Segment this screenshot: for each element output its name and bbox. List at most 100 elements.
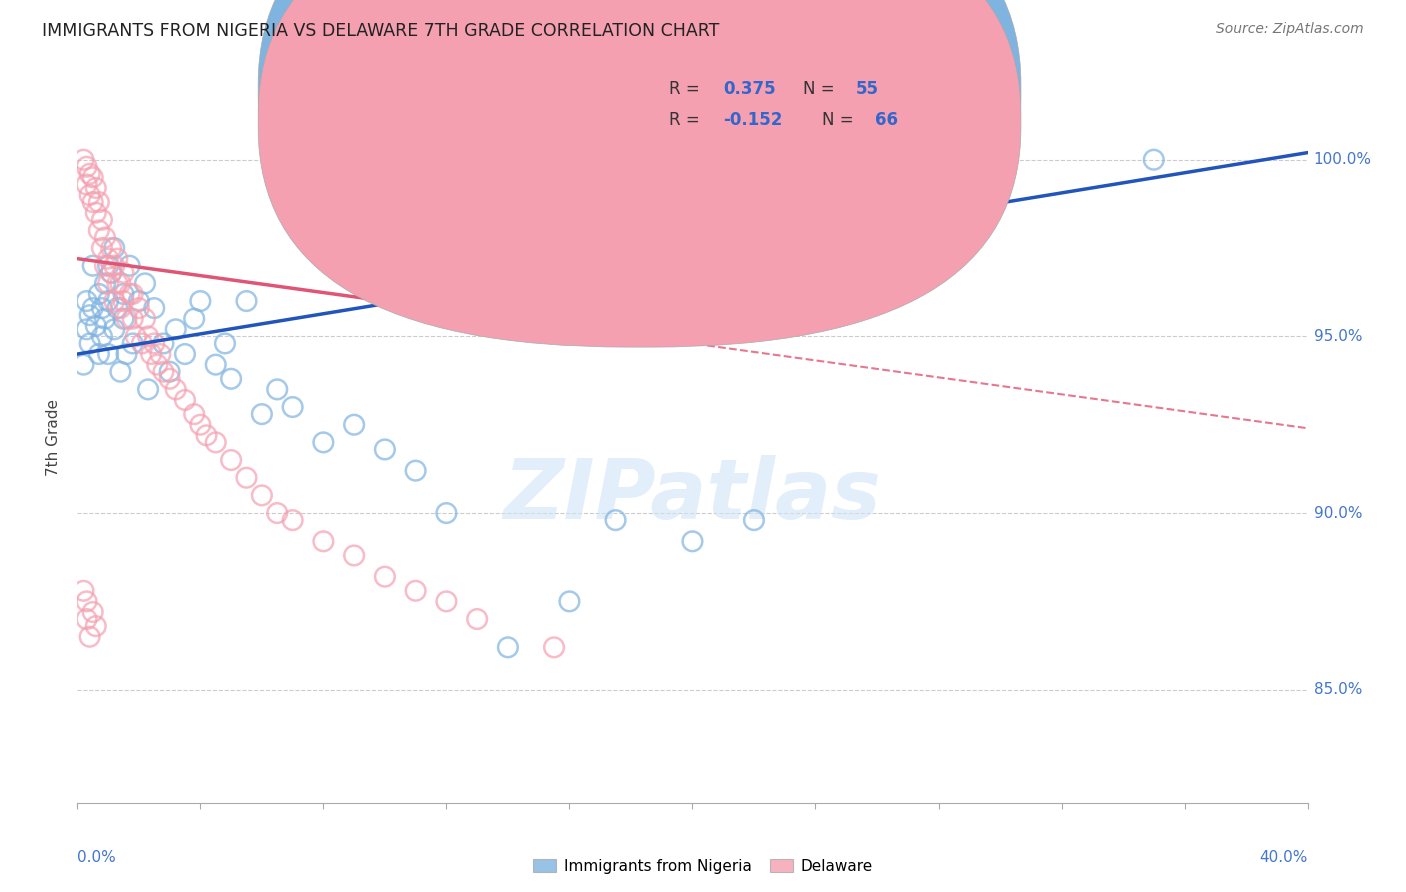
Point bbox=[131, 336, 153, 351]
Point bbox=[103, 293, 125, 308]
Point bbox=[405, 583, 427, 598]
Text: 0.0%: 0.0% bbox=[77, 850, 117, 865]
Point bbox=[84, 619, 107, 633]
Point bbox=[112, 266, 135, 280]
Point bbox=[110, 277, 132, 291]
Point bbox=[72, 153, 94, 167]
Point bbox=[79, 336, 101, 351]
Point bbox=[143, 336, 166, 351]
Point bbox=[125, 329, 148, 343]
Point bbox=[103, 241, 125, 255]
Point bbox=[79, 188, 101, 202]
Y-axis label: 7th Grade: 7th Grade bbox=[45, 399, 60, 475]
Point bbox=[94, 230, 117, 244]
Point bbox=[374, 442, 396, 457]
Point bbox=[105, 277, 128, 291]
Point bbox=[436, 594, 458, 608]
Point bbox=[204, 435, 226, 450]
Point bbox=[100, 266, 122, 280]
Point bbox=[118, 287, 141, 301]
Point bbox=[174, 347, 197, 361]
Point bbox=[79, 630, 101, 644]
Point bbox=[94, 259, 117, 273]
Text: N =: N = bbox=[803, 80, 839, 98]
Point bbox=[165, 383, 187, 397]
Point bbox=[605, 513, 627, 527]
Point bbox=[152, 365, 174, 379]
Point bbox=[183, 407, 205, 421]
Point bbox=[115, 311, 138, 326]
Point bbox=[90, 212, 114, 227]
Point bbox=[312, 435, 335, 450]
Point bbox=[79, 308, 101, 322]
Point bbox=[149, 347, 172, 361]
Point bbox=[72, 583, 94, 598]
Text: Source: ZipAtlas.com: Source: ZipAtlas.com bbox=[1216, 22, 1364, 37]
Point bbox=[94, 311, 117, 326]
FancyBboxPatch shape bbox=[259, 0, 1021, 317]
Point bbox=[235, 293, 257, 308]
Point bbox=[87, 195, 110, 210]
Point bbox=[134, 311, 156, 326]
Point bbox=[250, 488, 273, 502]
Point bbox=[250, 407, 273, 421]
FancyBboxPatch shape bbox=[606, 66, 945, 141]
Point bbox=[742, 513, 765, 527]
Point bbox=[134, 277, 156, 291]
Point bbox=[174, 392, 197, 407]
Point bbox=[118, 259, 141, 273]
Point bbox=[136, 383, 159, 397]
Point bbox=[84, 205, 107, 219]
Point bbox=[84, 181, 107, 195]
Text: ZIPatlas: ZIPatlas bbox=[503, 455, 882, 536]
Point bbox=[112, 287, 135, 301]
Point bbox=[159, 365, 181, 379]
Text: 66: 66 bbox=[875, 111, 897, 128]
Point bbox=[188, 293, 212, 308]
Point bbox=[79, 167, 101, 181]
Point bbox=[105, 252, 128, 266]
Point bbox=[682, 534, 704, 549]
Text: 100.0%: 100.0% bbox=[1313, 153, 1372, 167]
Point bbox=[204, 358, 226, 372]
Point bbox=[76, 322, 98, 336]
Point bbox=[183, 311, 205, 326]
Point bbox=[90, 241, 114, 255]
Point bbox=[266, 383, 288, 397]
Point bbox=[235, 471, 257, 485]
Point bbox=[281, 513, 304, 527]
Text: 40.0%: 40.0% bbox=[1260, 850, 1308, 865]
Legend: Immigrants from Nigeria, Delaware: Immigrants from Nigeria, Delaware bbox=[527, 853, 879, 880]
Point bbox=[82, 301, 104, 315]
Text: R =: R = bbox=[669, 111, 704, 128]
Point bbox=[82, 605, 104, 619]
Point bbox=[110, 365, 132, 379]
Point bbox=[312, 534, 335, 549]
Point bbox=[84, 318, 107, 333]
Point bbox=[103, 322, 125, 336]
Point bbox=[103, 259, 125, 273]
Text: IMMIGRANTS FROM NIGERIA VS DELAWARE 7TH GRADE CORRELATION CHART: IMMIGRANTS FROM NIGERIA VS DELAWARE 7TH … bbox=[42, 22, 720, 40]
Point bbox=[214, 336, 236, 351]
Text: 55: 55 bbox=[856, 80, 879, 98]
Point bbox=[90, 301, 114, 315]
Point bbox=[112, 311, 135, 326]
Point bbox=[121, 311, 143, 326]
Text: 85.0%: 85.0% bbox=[1313, 682, 1362, 698]
Point bbox=[105, 301, 128, 315]
Point bbox=[100, 266, 122, 280]
Point bbox=[219, 372, 242, 386]
Text: 95.0%: 95.0% bbox=[1313, 329, 1362, 344]
Point bbox=[97, 347, 120, 361]
Point bbox=[152, 336, 174, 351]
Point bbox=[97, 277, 120, 291]
Point bbox=[110, 301, 132, 315]
Point bbox=[76, 293, 98, 308]
Text: R =: R = bbox=[669, 80, 704, 98]
Point bbox=[87, 223, 110, 237]
Point bbox=[266, 506, 288, 520]
Text: 90.0%: 90.0% bbox=[1313, 506, 1362, 521]
Point bbox=[136, 329, 159, 343]
Point bbox=[128, 301, 150, 315]
Point bbox=[97, 293, 120, 308]
